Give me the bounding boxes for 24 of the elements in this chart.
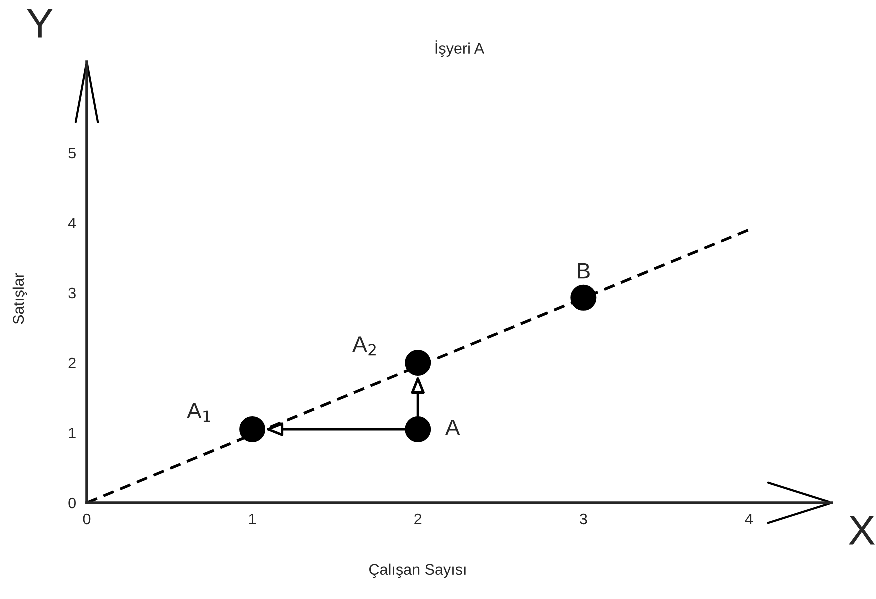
y-tick-label: 2	[68, 358, 76, 369]
annotation: A$_{1}$	[187, 403, 210, 422]
y-tick-label: 4	[68, 218, 76, 229]
point	[240, 416, 266, 442]
x-tick-label: 4	[745, 514, 754, 524]
x-tick-label: 2	[414, 514, 422, 524]
y-tick-label: 0	[68, 498, 76, 509]
chart-title: İşyeri A	[436, 40, 485, 58]
x-tick-label: 0	[83, 514, 91, 525]
text: X	[849, 516, 876, 545]
y-tick-label: 1	[69, 428, 76, 439]
y-axis-title: Satışlar	[12, 273, 28, 324]
point	[405, 416, 432, 442]
point	[570, 284, 597, 311]
annotation: A$_{2}$	[352, 336, 376, 356]
x-tick-label: 3	[580, 514, 588, 525]
x-tick-label: 1	[249, 514, 256, 524]
point	[405, 350, 432, 376]
annotation: A	[445, 420, 460, 436]
y-tick-label: 5	[68, 148, 76, 159]
annotation: B	[578, 263, 590, 279]
y-tick-label: 3	[68, 288, 76, 299]
x-axis-title: Çalışan Sayısı	[370, 564, 466, 578]
text: Y	[27, 9, 53, 38]
